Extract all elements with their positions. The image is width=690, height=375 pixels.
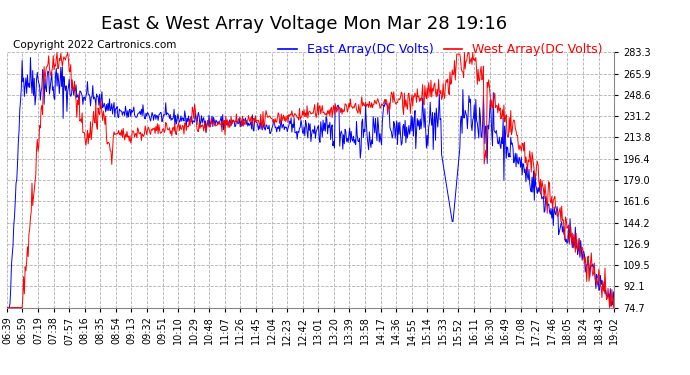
Text: Copyright 2022 Cartronics.com: Copyright 2022 Cartronics.com [13, 40, 177, 50]
East Array(DC Volts) [356, 156, 364, 160]
West Array(DC Volts) [610, 296, 618, 300]
West Array(DC Volts) [372, 102, 380, 106]
East Array(DC Volts) [372, 129, 380, 134]
East Array(DC Volts) [526, 188, 535, 192]
Line: West Array(DC Volts): West Array(DC Volts) [7, 53, 614, 308]
Line: East Array(DC Volts): East Array(DC Volts) [7, 57, 614, 308]
West Array(DC Volts) [53, 50, 61, 55]
West Array(DC Volts) [464, 50, 473, 55]
West Array(DC Volts) [40, 64, 48, 69]
West Array(DC Volts) [356, 112, 364, 116]
East Array(DC Volts) [610, 300, 618, 304]
East Array(DC Volts) [26, 55, 34, 60]
West Array(DC Volts) [391, 98, 399, 102]
East Array(DC Volts) [3, 305, 11, 310]
West Array(DC Volts) [526, 156, 535, 161]
East Array(DC Volts) [41, 76, 49, 81]
West Array(DC Volts) [3, 305, 11, 310]
Text: East & West Array Voltage Mon Mar 28 19:16: East & West Array Voltage Mon Mar 28 19:… [101, 15, 506, 33]
East Array(DC Volts) [464, 111, 473, 116]
East Array(DC Volts) [391, 122, 399, 126]
Legend: East Array(DC Volts), West Array(DC Volts): East Array(DC Volts), West Array(DC Volt… [273, 38, 608, 62]
